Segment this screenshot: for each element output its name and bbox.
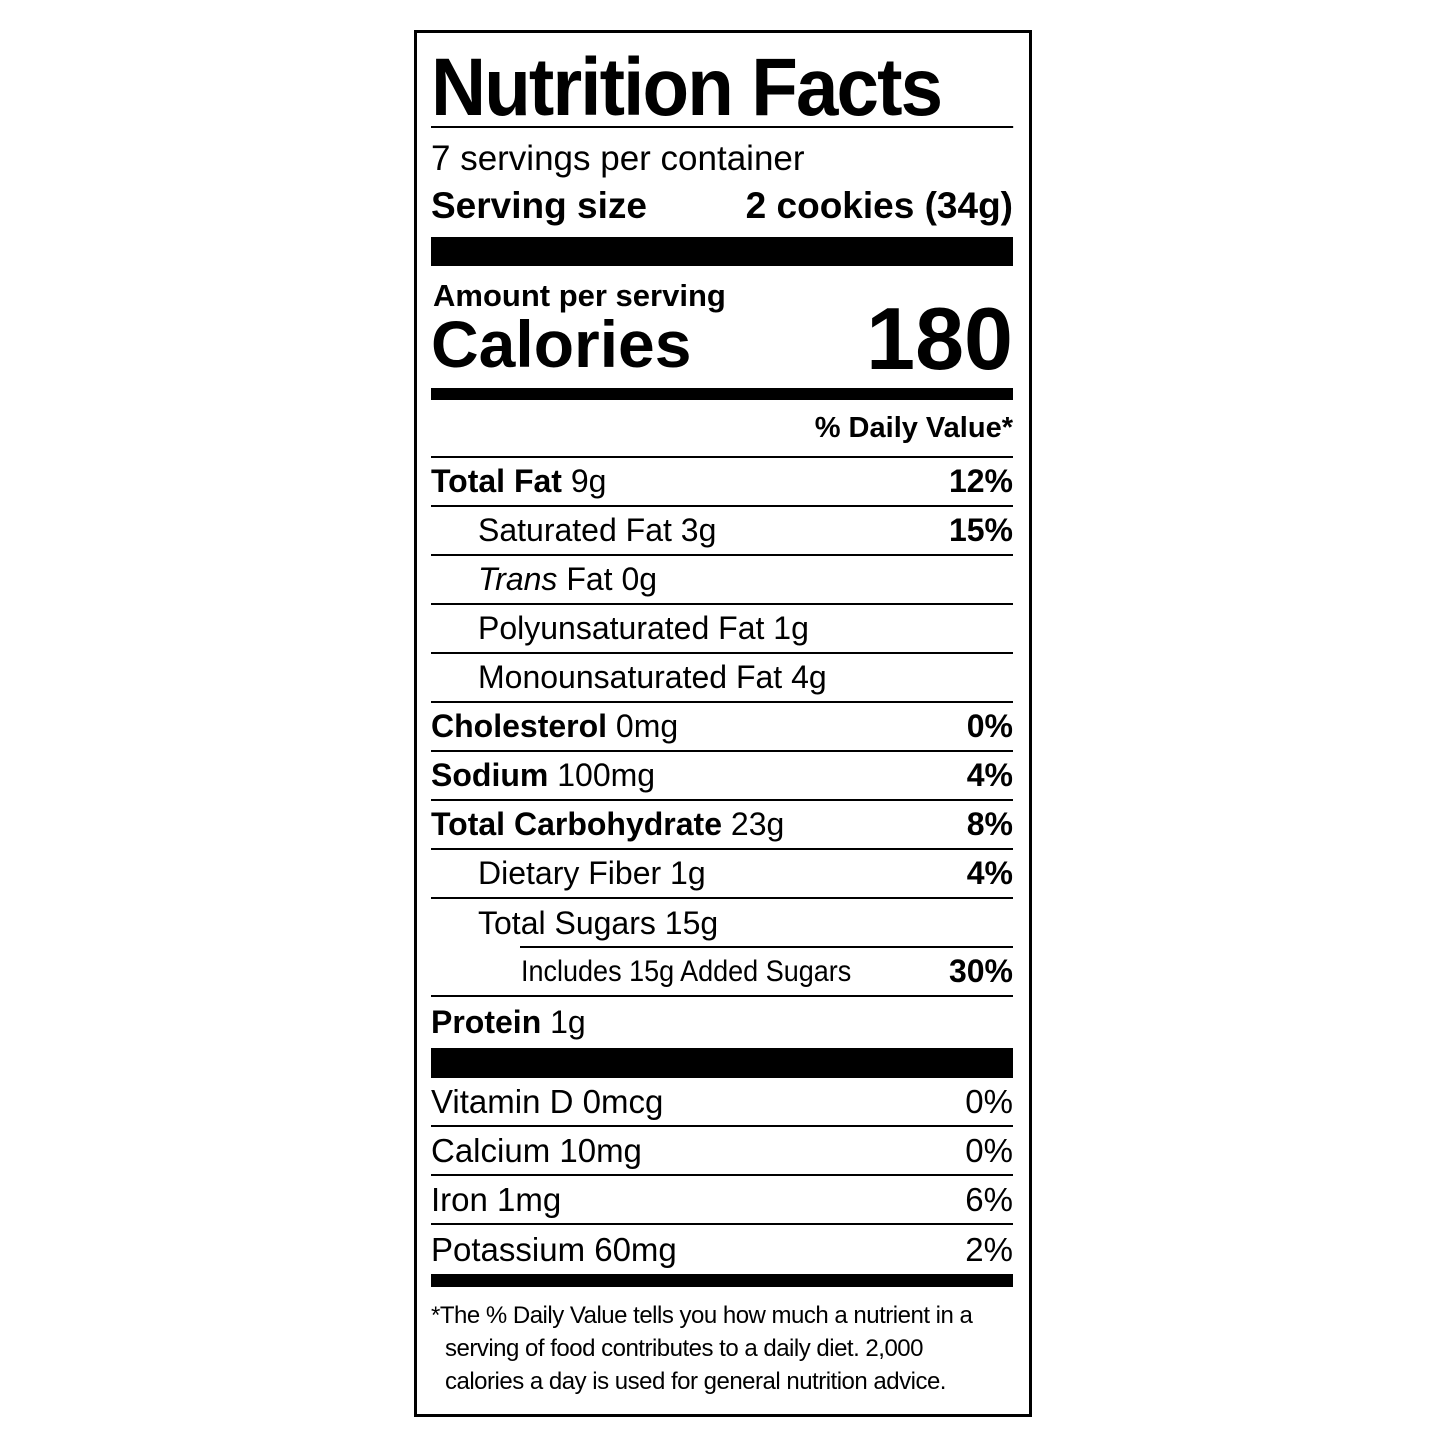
nutrient-amount: 100mg xyxy=(557,757,656,793)
label-title: Nutrition Facts xyxy=(431,30,1014,128)
nutrition-facts-label: Nutrition Facts 7 servings per container… xyxy=(431,30,1014,1398)
footnote-line: calories a day is used for general nutri… xyxy=(445,1368,946,1395)
serving-size-value: 2 cookies (34g) xyxy=(745,185,1013,226)
nutrient-row: Total Carbohydrate 23g 8% xyxy=(431,801,1013,850)
vitamin-dv: 0% xyxy=(965,1131,1013,1169)
vitamin-row: Iron 1mg 6% xyxy=(431,1176,1013,1225)
nutrient-dv: 0% xyxy=(966,708,1013,744)
footnote: *The % Daily Value tells you how much a … xyxy=(431,1299,1013,1398)
vitamin-dv: 2% xyxy=(965,1230,1013,1268)
vitamin-name: Potassium 60mg xyxy=(431,1230,677,1268)
nutrient-name: Total Carbohydrate xyxy=(431,806,722,842)
amount-per-serving: Amount per serving xyxy=(433,278,726,313)
nutrient-row: Dietary Fiber 1g 4% xyxy=(431,850,1013,899)
footnote-line: *The % Daily Value tells you how much a … xyxy=(431,1302,973,1329)
nutrient-name: Protein xyxy=(431,1004,542,1040)
thick-divider xyxy=(431,1048,1013,1078)
nutrient-name: Polyunsaturated Fat 1g xyxy=(478,610,809,646)
medium-divider xyxy=(431,1274,1013,1287)
vitamin-dv: 6% xyxy=(965,1180,1013,1218)
nutrient-name-italic: Trans xyxy=(478,561,558,597)
vitamin-row: Potassium 60mg 2% xyxy=(431,1225,1013,1274)
calories-section: Amount per serving Calories 180 xyxy=(431,266,1013,388)
footnote-line: serving of food contributes to a daily d… xyxy=(445,1335,923,1362)
nutrient-row: Cholesterol 0mg 0% xyxy=(431,703,1013,752)
calories-label: Calories xyxy=(431,307,692,381)
nutrient-row: Protein 1g xyxy=(431,997,1013,1048)
daily-value-header: % Daily Value* xyxy=(431,400,1013,458)
nutrient-name: Includes 15g Added Sugars xyxy=(521,954,852,988)
nutrient-amount: 23g xyxy=(730,806,785,842)
nutrient-dv: 4% xyxy=(966,757,1013,793)
nutrient-row: Sodium 100mg 4% xyxy=(431,752,1013,801)
vitamin-row: Calcium 10mg 0% xyxy=(431,1127,1013,1176)
nutrient-name: Total Sugars 15g xyxy=(478,905,719,941)
nutrient-row: Saturated Fat 3g 15% xyxy=(431,507,1013,556)
nutrient-name: Fat 0g xyxy=(557,561,658,597)
vitamin-name: Iron 1mg xyxy=(431,1180,562,1218)
nutrient-row: Total Sugars 15g xyxy=(431,899,1013,948)
nutrient-name: Monounsaturated Fat 4g xyxy=(478,659,827,695)
nutrient-dv: 15% xyxy=(948,512,1013,548)
nutrient-dv: 30% xyxy=(948,953,1013,989)
nutrient-amount: 1g xyxy=(550,1004,586,1040)
nutrient-amount: 9g xyxy=(570,463,607,499)
servings-per-container: 7 servings per container xyxy=(431,139,805,178)
vitamin-name: Vitamin D 0mcg xyxy=(431,1082,664,1120)
nutrient-row: Polyunsaturated Fat 1g xyxy=(431,605,1013,654)
nutrient-amount: 0mg xyxy=(615,708,679,744)
vitamin-row: Vitamin D 0mcg 0% xyxy=(431,1078,1013,1127)
nutrient-name: Sodium xyxy=(431,757,549,793)
serving-size-label: Serving size xyxy=(431,185,647,226)
nutrient-name: Cholesterol xyxy=(431,708,608,744)
medium-divider xyxy=(431,388,1013,400)
vitamin-name: Calcium 10mg xyxy=(431,1131,642,1169)
calories-value: 180 xyxy=(866,289,1013,388)
vitamin-dv: 0% xyxy=(965,1082,1013,1120)
nutrient-dv: 4% xyxy=(966,855,1013,891)
nutrient-row: Includes 15g Added Sugars 30% xyxy=(431,948,1013,997)
label-border xyxy=(414,30,1032,1417)
nutrient-row: Monounsaturated Fat 4g xyxy=(431,654,1013,703)
nutrient-row: Total Fat 9g 12% xyxy=(431,458,1013,507)
nutrient-name: Dietary Fiber 1g xyxy=(478,855,706,891)
nutrient-row: Trans Fat 0g xyxy=(431,556,1013,605)
nutrient-dv: 8% xyxy=(966,806,1013,842)
nutrient-dv: 12% xyxy=(948,463,1013,499)
serving-size: Serving size 2 cookies (34g) xyxy=(431,180,1013,232)
thick-divider xyxy=(431,237,1013,266)
nutrient-name: Saturated Fat 3g xyxy=(478,512,717,548)
nutrient-name: Total Fat xyxy=(431,463,562,499)
